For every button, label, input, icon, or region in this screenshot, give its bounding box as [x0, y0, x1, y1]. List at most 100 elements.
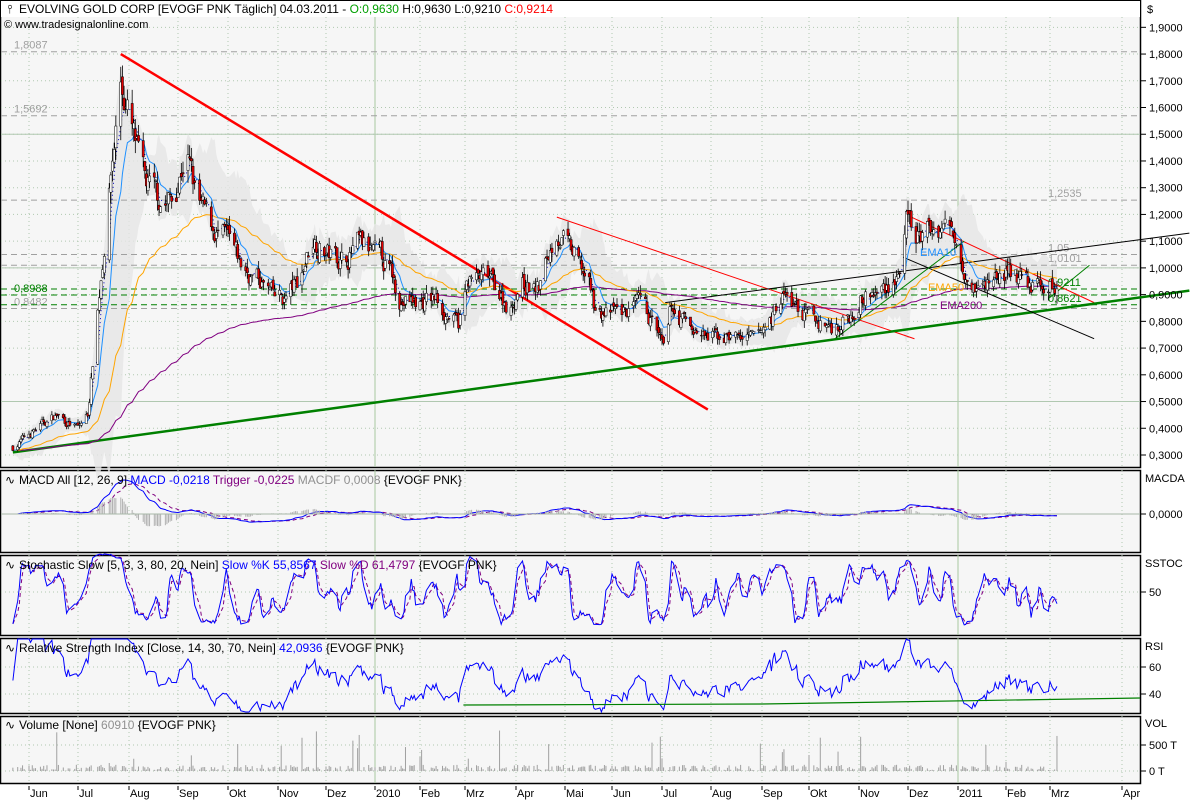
candle-body [703, 330, 707, 336]
candle [610, 303, 614, 313]
candle [532, 280, 536, 295]
candle [1017, 270, 1020, 289]
volume-panel [0, 715, 1142, 785]
candle [53, 412, 57, 421]
candle-body [973, 283, 977, 293]
candle-body [1055, 288, 1059, 296]
candle-body [609, 309, 612, 313]
candle [126, 89, 129, 117]
candle-body [658, 333, 662, 336]
candle-body [796, 299, 800, 312]
candle-body [750, 330, 754, 332]
candle [141, 132, 145, 168]
candle-body [729, 334, 733, 339]
candle [1042, 285, 1046, 301]
candle-body [186, 154, 190, 171]
candle-body [463, 291, 467, 316]
candle [239, 257, 243, 271]
candle [250, 274, 254, 283]
candle [475, 264, 478, 284]
candle [368, 236, 372, 248]
candle [1009, 258, 1013, 282]
candle [998, 265, 1002, 288]
candle [658, 328, 662, 341]
candle [221, 223, 225, 239]
candle-body [271, 279, 275, 290]
candle [745, 328, 749, 346]
candle [476, 268, 480, 283]
candle-body [383, 260, 387, 269]
candle [609, 304, 612, 320]
candle-body [560, 237, 564, 246]
candle [122, 85, 126, 112]
candle-body [724, 334, 728, 343]
candle [887, 278, 890, 297]
volatility-band [12, 65, 1057, 483]
candle-body [284, 295, 288, 300]
candle [839, 326, 843, 335]
level-label: 0,8988 [14, 283, 48, 295]
candle-body [961, 260, 964, 273]
candle-body [137, 135, 140, 142]
x-label: Okt [229, 788, 246, 800]
candle-body [681, 313, 684, 319]
candle-body [875, 291, 879, 294]
candle-body [19, 438, 23, 443]
candle [612, 297, 616, 312]
candle [1004, 259, 1008, 285]
candle-body [102, 256, 106, 274]
candle [99, 280, 103, 301]
candle [34, 427, 37, 432]
x-label: Feb [421, 788, 440, 800]
candle [418, 297, 422, 311]
candle-body [1025, 271, 1028, 274]
candle-body [273, 291, 277, 297]
candle-body [577, 247, 580, 257]
macd-tick-label: 0,0000 [1149, 509, 1183, 521]
candle [372, 243, 375, 252]
candle [414, 294, 417, 312]
candle [1020, 267, 1024, 279]
candle-body [509, 306, 513, 316]
candle-body [527, 282, 531, 292]
candle [393, 275, 397, 302]
candle [737, 330, 741, 339]
candle-body [643, 296, 647, 299]
candle-body [953, 232, 957, 243]
candle [953, 227, 957, 253]
candle-body [361, 230, 364, 245]
candle [329, 248, 333, 261]
candle-body [109, 174, 113, 193]
candle-body [101, 269, 105, 278]
candle-body [655, 316, 659, 331]
candle-body [324, 254, 328, 256]
candle-body [604, 307, 608, 317]
candle [716, 327, 719, 345]
candle [648, 310, 652, 332]
price-tick-label: 0,8000 [1149, 316, 1183, 328]
candle [864, 289, 867, 311]
x-label: Nov [860, 788, 880, 800]
candle-body [170, 196, 174, 202]
candle-body [864, 291, 867, 306]
candle [137, 124, 140, 143]
candle-body [237, 255, 241, 258]
candle-body [201, 195, 205, 201]
candle [572, 245, 576, 261]
candle-body [662, 336, 665, 344]
candle [782, 282, 786, 295]
candle-body [1014, 269, 1017, 276]
candle-body [444, 316, 448, 324]
candle-body [351, 245, 355, 254]
candle [592, 287, 596, 314]
candle-body [814, 315, 817, 322]
candle [992, 276, 995, 291]
candle-body [179, 173, 183, 177]
candle [436, 289, 440, 309]
candle [121, 65, 124, 106]
candle [690, 324, 694, 336]
x-label: Nov [279, 788, 299, 800]
candle [91, 366, 95, 380]
candle [682, 310, 686, 318]
candle-body [558, 247, 562, 249]
